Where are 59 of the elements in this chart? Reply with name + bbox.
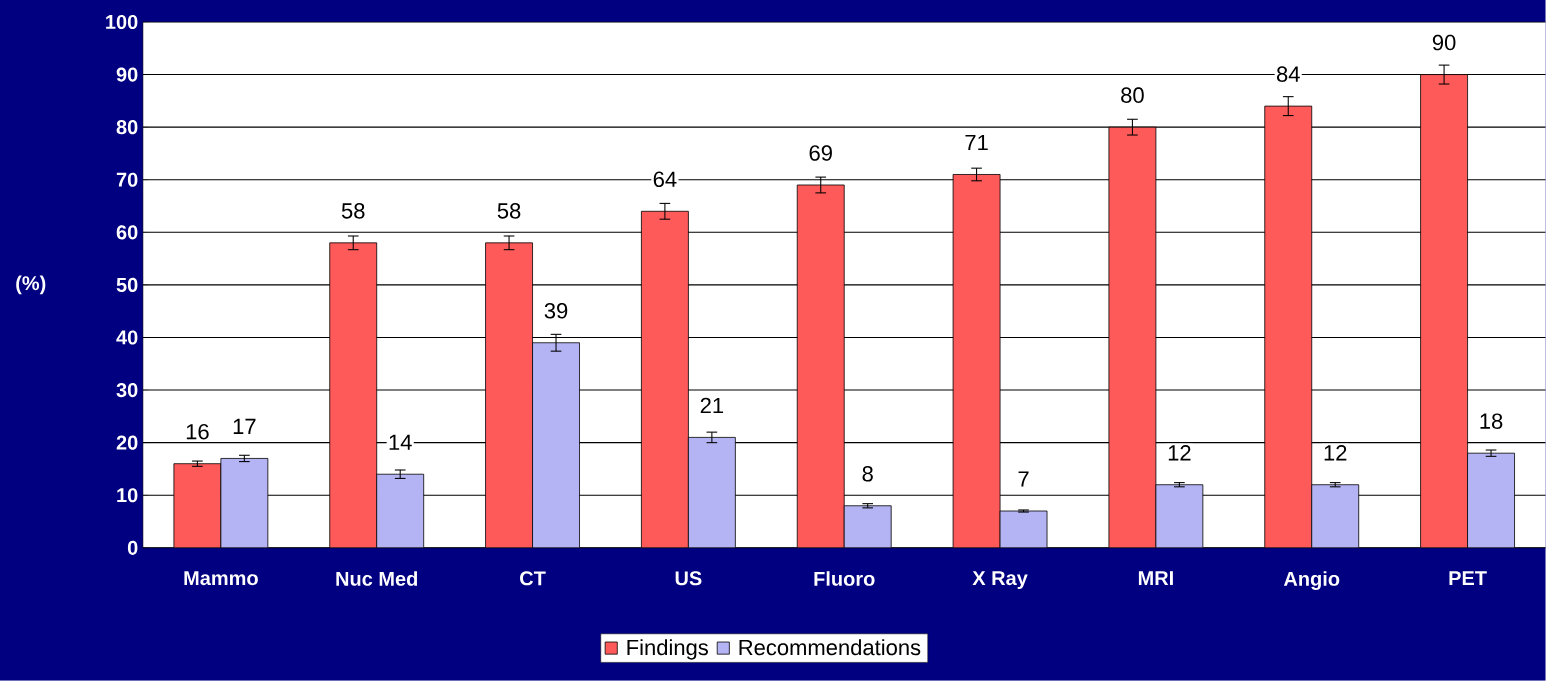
bar: [1311, 484, 1360, 548]
data-label: 8: [862, 466, 873, 482]
bar: [952, 174, 1001, 548]
y-tick-label: 10: [117, 488, 138, 503]
x-tick-label: X Ray: [972, 571, 1028, 590]
bar: [376, 473, 425, 548]
bar: [1264, 105, 1313, 548]
bar: [220, 458, 269, 548]
bar: [1108, 126, 1157, 548]
x-tick-label: US: [675, 571, 702, 586]
data-label: 12: [1324, 445, 1347, 461]
data-label: 58: [497, 203, 521, 219]
y-tick-label: 100: [106, 15, 138, 30]
y-tick-label: 60: [116, 225, 138, 240]
x-tick-label: Angio: [1283, 571, 1340, 591]
data-label: 17: [233, 418, 256, 435]
data-label: 7: [1018, 471, 1029, 487]
bar: [329, 242, 378, 548]
x-tick-label: PET: [1449, 571, 1487, 586]
x-tick-label: Mammo: [184, 571, 258, 586]
bar: [796, 184, 845, 548]
y-tick-label: 70: [116, 172, 138, 187]
legend-label: Recommendations: [739, 639, 921, 656]
y-tick-label: 40: [116, 330, 138, 345]
bar: [532, 342, 580, 548]
x-tick-label: MRI: [1138, 571, 1173, 586]
data-label: 90: [1432, 34, 1456, 51]
data-label: 69: [809, 145, 832, 161]
data-label: 84: [1276, 66, 1300, 83]
bar: [485, 242, 533, 548]
bar: [999, 510, 1048, 548]
data-label: 14: [389, 434, 412, 450]
bar: [687, 437, 736, 548]
y-tick-label: 20: [116, 435, 138, 450]
y-tick-label: 90: [116, 67, 138, 82]
y-tick-label: 50: [116, 277, 138, 293]
data-label: 39: [544, 303, 568, 319]
data-label: 71: [965, 135, 988, 151]
x-tick-label: Fluoro: [814, 571, 875, 586]
x-tick-label: Nuc Med: [336, 571, 418, 586]
bar: [173, 463, 222, 548]
bar: [1467, 452, 1515, 548]
data-label: 58: [341, 203, 365, 219]
data-label: 80: [1121, 87, 1144, 104]
bar: [641, 210, 689, 548]
x-tick-label: CT: [520, 571, 546, 586]
y-tick-label: 80: [116, 120, 138, 135]
y-tick-label: 0: [127, 540, 138, 555]
bar: [1155, 484, 1204, 548]
y-tick-label: 30: [116, 383, 138, 398]
legend-label: Findings: [627, 639, 709, 660]
data-label: 12: [1168, 445, 1191, 461]
data-label: 18: [1480, 413, 1503, 430]
bar: [843, 505, 892, 548]
data-label: 64: [653, 171, 677, 188]
data-label: 16: [186, 424, 209, 440]
data-label: 21: [700, 397, 724, 414]
bar: [1420, 74, 1468, 548]
y-axis-title: (%): [16, 275, 46, 295]
